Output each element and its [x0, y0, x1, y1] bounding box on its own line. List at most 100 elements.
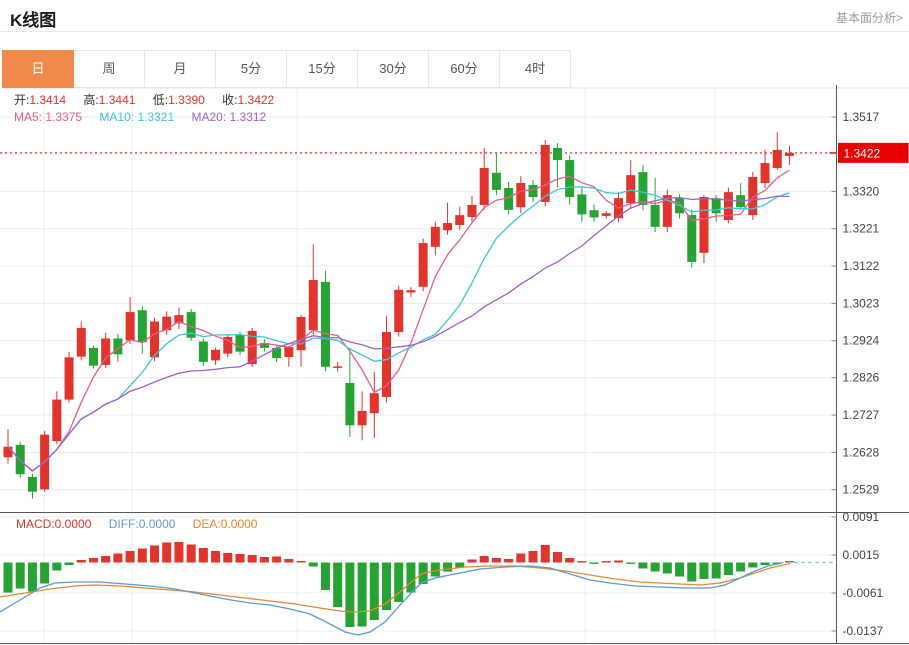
price-tick-label: 1.2826 — [843, 371, 880, 385]
candle-up — [516, 183, 526, 208]
candle-down — [88, 347, 98, 366]
macd-bar — [504, 559, 514, 563]
current-price-tag — [838, 142, 909, 163]
candle-up — [333, 366, 343, 368]
candle-up — [3, 446, 13, 458]
macd-bar — [467, 559, 477, 563]
candle-up — [760, 163, 770, 184]
candle-down — [565, 160, 575, 198]
low-value: 1.3390 — [168, 93, 205, 107]
tab-日[interactable]: 日 — [2, 50, 74, 88]
ma10-value: 1.3321 — [137, 110, 175, 124]
macd-bar — [52, 562, 62, 571]
candle-down — [504, 187, 514, 210]
macd-bar — [394, 562, 404, 602]
macd-bar — [614, 560, 623, 563]
price-tick-label: 1.3122 — [843, 259, 880, 273]
macd-bar — [162, 542, 172, 563]
macd-bar — [736, 562, 746, 572]
candle-up — [784, 152, 794, 156]
candle-down — [137, 310, 147, 343]
candle-down — [491, 172, 501, 190]
low-label: 低: — [152, 93, 169, 107]
macd-bar — [15, 562, 25, 589]
candle-up — [223, 336, 233, 354]
macd-bar — [589, 562, 599, 564]
candle-up — [247, 330, 257, 365]
macd-bar — [516, 553, 526, 563]
candle-up — [308, 280, 318, 331]
macd-bar — [308, 562, 318, 567]
candle-up — [662, 195, 672, 227]
macd-bar — [565, 558, 575, 563]
macd-tick-label: -0.0061 — [843, 586, 884, 600]
macd-bar — [333, 562, 343, 607]
macd-bar — [223, 553, 233, 563]
candle-up — [455, 215, 465, 225]
high-label: 高: — [83, 93, 99, 107]
macd-label: MACD: — [16, 517, 55, 531]
macd-bar — [577, 561, 587, 563]
macd-bar — [186, 544, 196, 563]
price-tick-label: 1.3320 — [843, 184, 880, 198]
macd-bar — [357, 562, 367, 627]
macd-bar — [272, 556, 282, 563]
candle-up — [699, 197, 709, 253]
macd-bar — [76, 560, 86, 563]
candle-up — [162, 316, 172, 331]
candle-up — [467, 204, 477, 218]
macd-bar — [601, 561, 611, 563]
ma5-value: 1.3375 — [45, 110, 83, 124]
macd-bar — [247, 555, 257, 563]
ma20-label: MA20: — [191, 110, 227, 124]
close-label: 收: — [222, 93, 238, 107]
fundamental-analysis-link[interactable]: 基本面分析> — [835, 11, 903, 25]
candle-up — [772, 149, 782, 168]
dea-label: DEA: — [192, 517, 221, 531]
ma20-line — [7, 195, 790, 472]
candle-down — [552, 147, 562, 161]
candle-down — [589, 210, 599, 218]
candle-up — [601, 213, 611, 216]
ohlc-info-row: 开:1.3414 高:1.3441 低:1.3390 收:1.3422 — [14, 91, 288, 108]
candle-down — [113, 338, 123, 355]
macd-bar — [198, 548, 208, 563]
diff-value: 0.0000 — [138, 517, 176, 531]
candle-down — [577, 194, 587, 215]
candle-down — [27, 476, 37, 492]
candle-up — [101, 338, 111, 365]
diff-label: DIFF: — [108, 517, 139, 531]
macd-bar — [540, 545, 550, 563]
price-tick-label: 1.3221 — [843, 222, 880, 236]
ma-info-row: MA5: 1.3375 MA10: 1.3321 MA20: 1.3312 — [14, 110, 280, 124]
kline-chart-svg[interactable]: 1.3517 1.3320 1.3221 1.3122 1.3023 1.2924 1.28… — [0, 85, 909, 645]
macd-bar — [552, 552, 562, 563]
candle-up — [357, 410, 367, 426]
close-value: 1.3422 — [237, 93, 275, 107]
tab-5分[interactable]: 5分 — [215, 50, 287, 88]
tab-月[interactable]: 月 — [144, 50, 216, 88]
macd-bar — [296, 561, 306, 563]
macd-bar — [650, 562, 660, 572]
candle-up — [723, 192, 733, 221]
macd-bar — [88, 558, 98, 563]
dea-line — [0, 562, 791, 613]
tab-60分[interactable]: 60分 — [428, 50, 500, 88]
candle-up — [394, 289, 404, 333]
high-value: 1.3441 — [98, 93, 136, 107]
candle-up — [211, 349, 221, 361]
candle-down — [186, 312, 196, 338]
macd-bar — [40, 562, 50, 584]
macd-bar — [320, 562, 330, 590]
macd-bar — [711, 562, 721, 579]
tab-30分[interactable]: 30分 — [357, 50, 429, 88]
macd-bar — [235, 554, 245, 563]
macd-bar — [150, 545, 160, 563]
tab-15分[interactable]: 15分 — [286, 50, 358, 88]
period-tab-bar: 日周月 5分 15分 30分 60分 4时 — [2, 50, 571, 88]
price-tick-label: 1.2924 — [843, 334, 880, 348]
macd-tick-label: 0.0015 — [843, 548, 880, 562]
macd-info-row: MACD:0.0000 DIFF:0.0000 DEA:0.0000 — [16, 517, 271, 531]
